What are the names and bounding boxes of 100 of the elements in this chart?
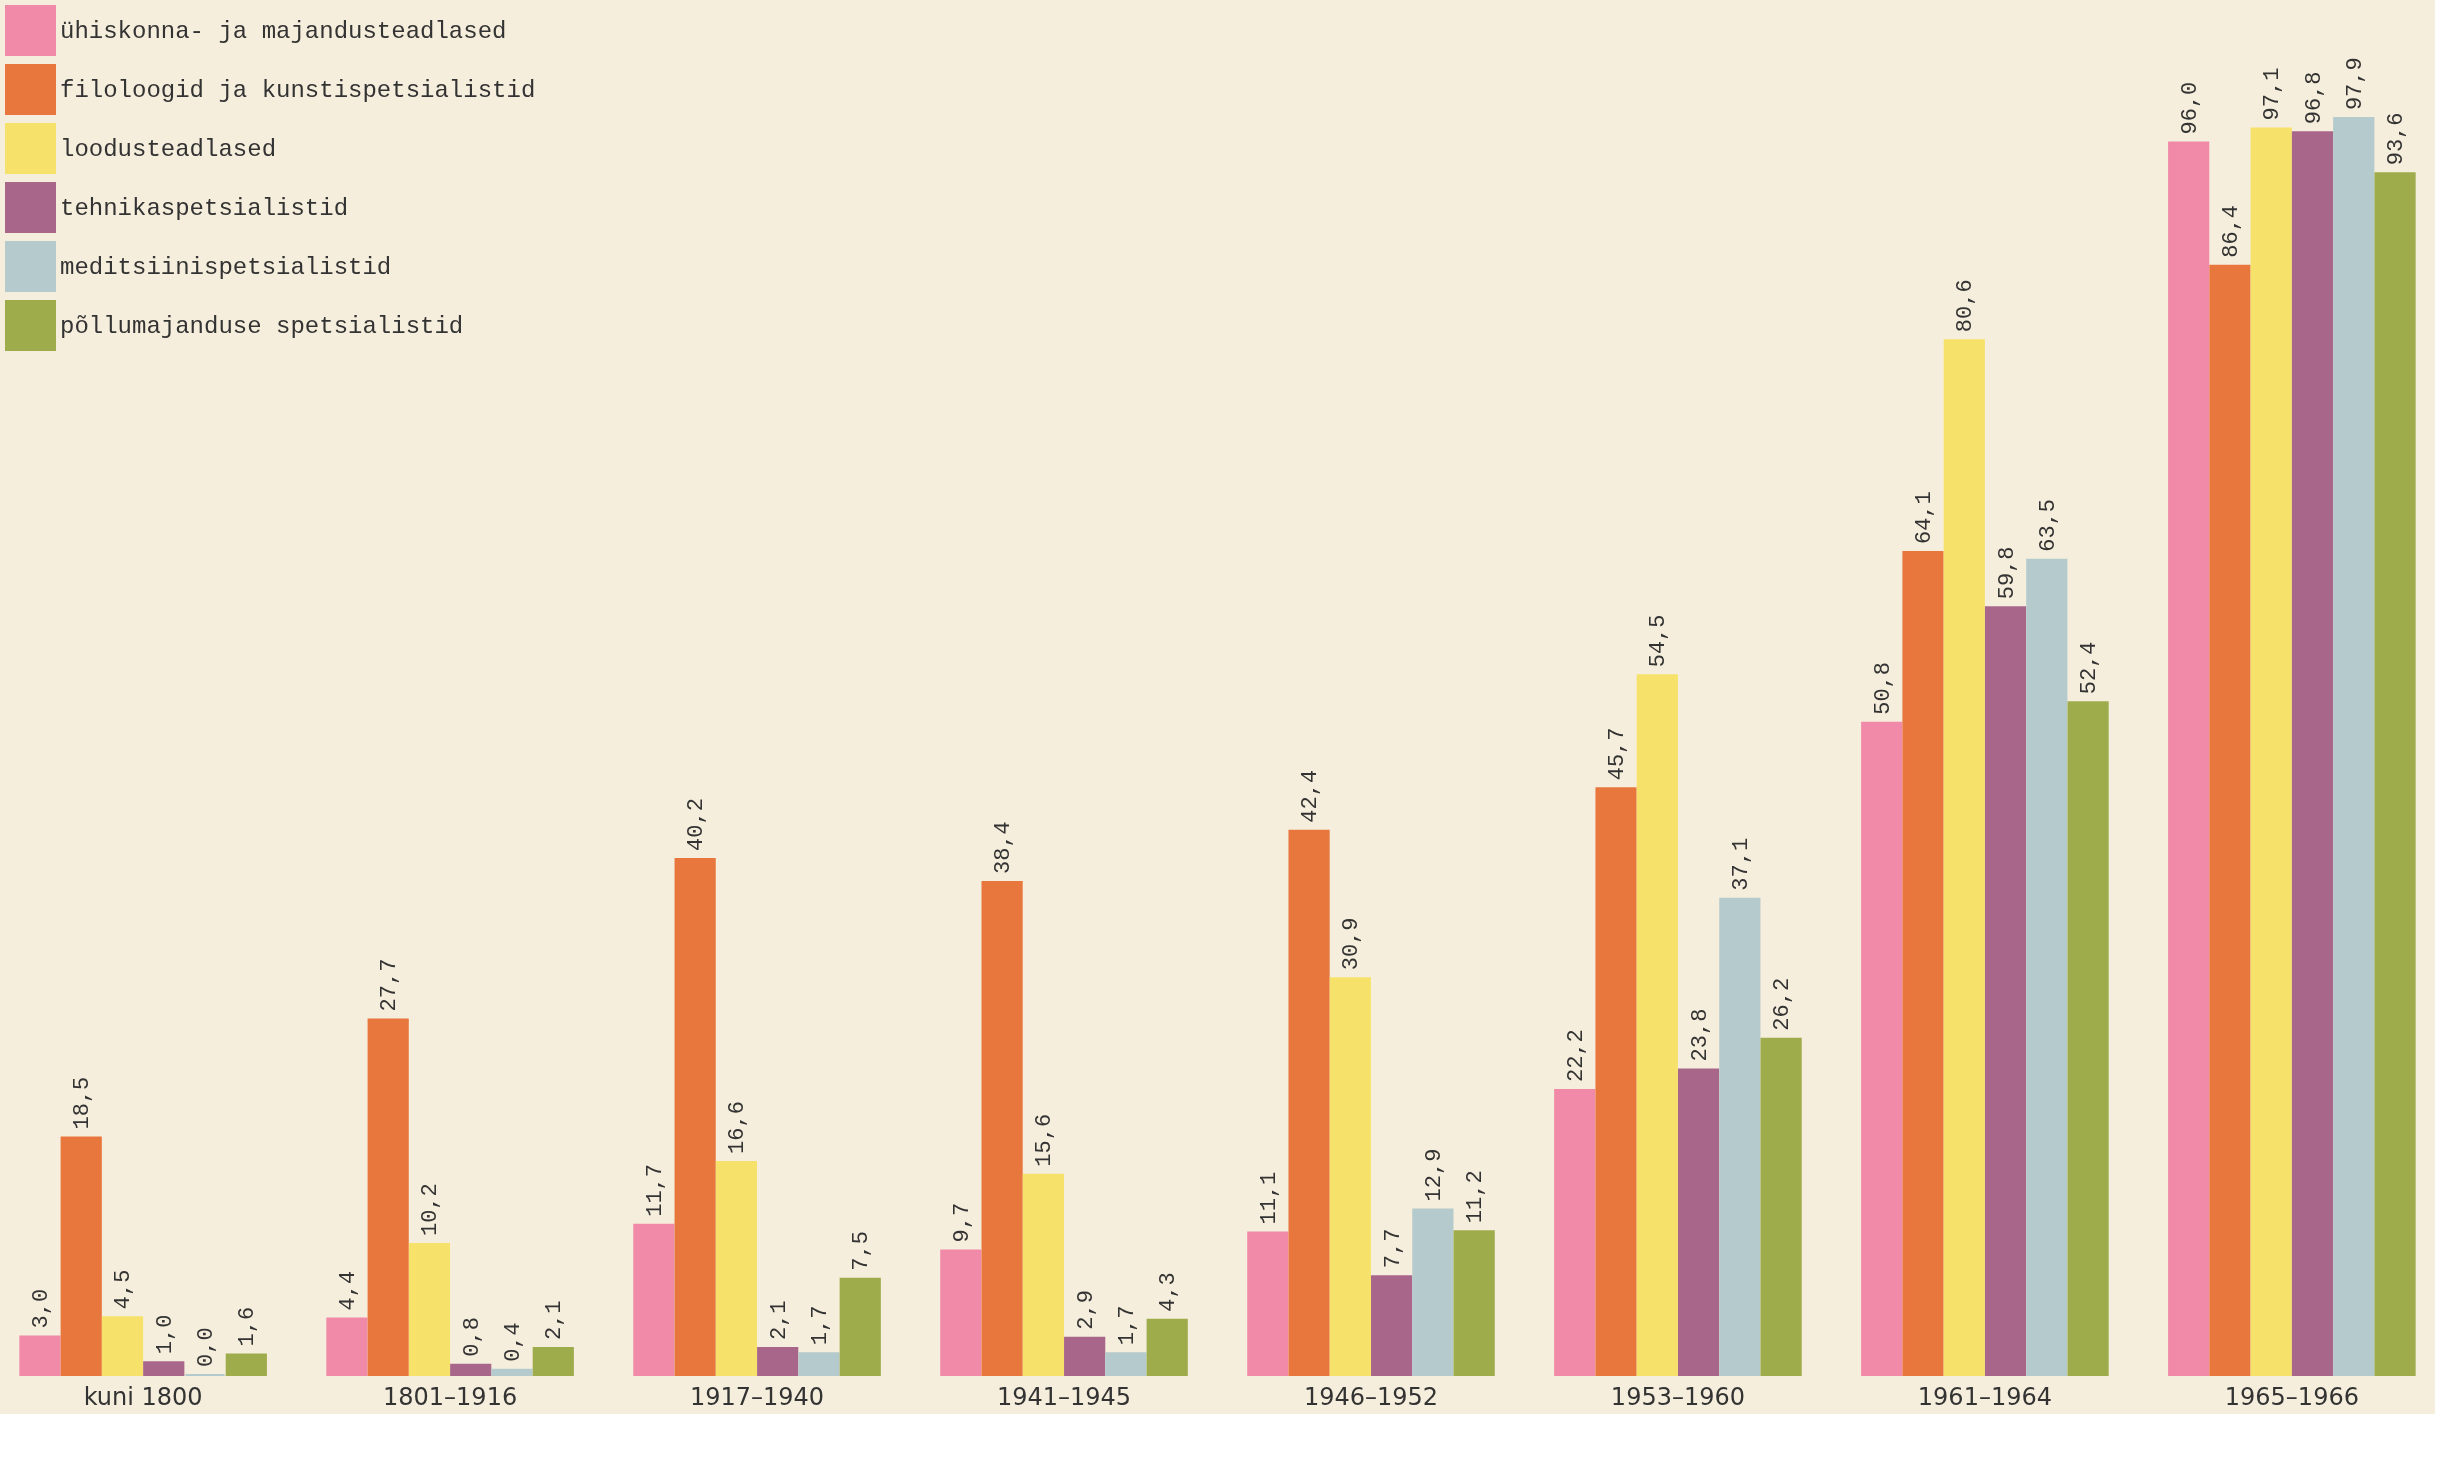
data-label: 64,1 [1912, 491, 1937, 545]
bar [2250, 127, 2292, 1376]
data-label: 45,7 [1605, 727, 1631, 781]
data-label: 40,2 [684, 798, 710, 851]
data-label: 54,5 [1646, 614, 1672, 668]
data-label: 42,4 [1298, 769, 1324, 823]
data-label: 0,0 [194, 1327, 220, 1367]
bar [225, 1353, 267, 1376]
bar [101, 1316, 144, 1376]
data-label: 1,0 [152, 1314, 178, 1355]
bar [1105, 1352, 1147, 1376]
bar [1902, 551, 1944, 1376]
data-label: 26,2 [1770, 977, 1796, 1031]
bar [450, 1363, 492, 1376]
data-label: 63,5 [2035, 498, 2061, 552]
data-label: 18,5 [70, 1076, 96, 1130]
bar [1719, 897, 1761, 1376]
data-label: 16,6 [725, 1101, 751, 1154]
x-tick-label: 1965–1966 [2224, 1382, 2359, 1411]
legend-label: põllumajanduse spetsialistid [60, 312, 464, 340]
x-tick-label: 1801–1916 [383, 1382, 518, 1411]
bar [757, 1347, 799, 1376]
x-tick-label: 1946–1952 [1303, 1382, 1439, 1411]
bar [1288, 829, 1330, 1376]
bar [326, 1317, 368, 1376]
data-label: 12,9 [1421, 1148, 1447, 1202]
data-label: 9,7 [949, 1202, 975, 1243]
data-label: 4,4 [335, 1270, 361, 1311]
data-label: 30,9 [1339, 917, 1365, 971]
bar [1453, 1230, 1495, 1376]
data-label: 23,8 [1687, 1008, 1713, 1062]
data-label: 93,6 [2384, 112, 2410, 166]
bar [1064, 1336, 1106, 1376]
legend-label: loodusteadlased [60, 135, 277, 163]
x-tick-label: 1941–1945 [996, 1382, 1132, 1411]
data-label: 96,0 [2177, 81, 2203, 135]
bar [715, 1160, 758, 1376]
data-label: 2,1 [542, 1300, 568, 1341]
bar [1636, 674, 1678, 1376]
bar [2168, 141, 2210, 1376]
data-label: 11,1 [1256, 1171, 1282, 1225]
data-label: 50,8 [1870, 662, 1896, 715]
bar [2374, 172, 2416, 1376]
data-label: 97,9 [2342, 57, 2368, 111]
data-label: 7,5 [849, 1231, 875, 1271]
bar [1412, 1208, 1454, 1376]
x-tick-label: 1953–1960 [1610, 1382, 1746, 1411]
bar [1595, 787, 1637, 1376]
x-tick-label: 1961–1964 [1917, 1382, 2052, 1411]
legend-label: meditsiinispetsialistid [60, 253, 392, 281]
data-label: 10,2 [418, 1183, 444, 1237]
bar [1861, 721, 1903, 1376]
data-label: 1,7 [1114, 1305, 1140, 1346]
bar [491, 1368, 533, 1376]
bar [633, 1223, 675, 1376]
bar [2333, 117, 2375, 1376]
data-label: 59,8 [1994, 546, 2020, 600]
bar [19, 1335, 61, 1376]
data-label: 37,1 [1728, 837, 1754, 891]
data-label: 3,0 [28, 1288, 54, 1329]
bar [143, 1361, 185, 1376]
bar [1943, 339, 1985, 1376]
data-label: 0,4 [501, 1322, 526, 1362]
x-tick-label: 1917–1940 [689, 1382, 825, 1411]
bar [1247, 1231, 1289, 1376]
bar [2067, 701, 2109, 1376]
data-label: 11,2 [1463, 1170, 1489, 1224]
legend-label: tehnikaspetsialistid [60, 194, 349, 222]
bar [1371, 1275, 1413, 1376]
legend-label: ühiskonna- ja majandusteadlased [60, 17, 507, 45]
data-label: 80,6 [1953, 279, 1979, 333]
data-label: 2,1 [766, 1300, 792, 1341]
bar [1554, 1088, 1596, 1376]
bar [1146, 1318, 1188, 1376]
bar [1022, 1173, 1064, 1376]
bar [1984, 606, 2027, 1376]
data-label: 2,9 [1073, 1290, 1099, 1330]
data-label: 22,2 [1563, 1029, 1589, 1082]
bar [674, 857, 716, 1376]
data-label: 1,7 [807, 1305, 833, 1346]
bar [1329, 977, 1371, 1376]
x-tick-label: kuni 1800 [83, 1382, 203, 1411]
data-label: 1,6 [235, 1306, 261, 1347]
bar [839, 1277, 881, 1376]
data-label: 15,6 [1032, 1113, 1058, 1167]
data-label: 96,8 [2301, 71, 2327, 125]
bar [2291, 131, 2334, 1376]
data-label: 4,5 [111, 1269, 137, 1310]
data-label: 7,7 [1380, 1228, 1406, 1269]
data-label: 97,1 [2260, 67, 2286, 121]
bar [367, 1018, 409, 1376]
data-label: 11,7 [642, 1163, 668, 1217]
bar [940, 1249, 982, 1376]
bar [981, 881, 1023, 1376]
bar [1677, 1068, 1720, 1376]
bar [2026, 558, 2068, 1376]
legend-label: filoloogid ja kunstispetsialistid [60, 76, 536, 104]
data-label: 4,3 [1156, 1272, 1182, 1312]
bar [798, 1352, 840, 1376]
data-label: 52,4 [2077, 641, 2103, 695]
